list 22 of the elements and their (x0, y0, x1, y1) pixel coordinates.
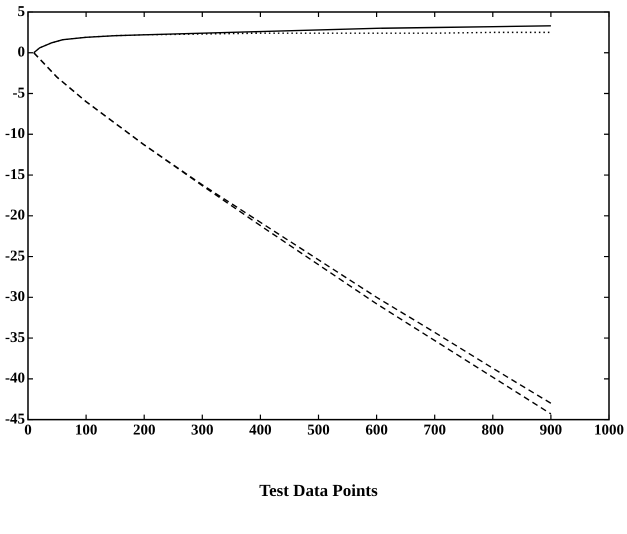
y-tick-label: 0 (17, 44, 25, 61)
x-tick-label: 800 (482, 422, 504, 438)
y-tick-label: -5 (12, 85, 25, 102)
y-tick-label: -20 (4, 208, 25, 224)
x-tick-label: 1000 (594, 422, 624, 438)
y-tick-label: -45 (4, 411, 25, 428)
y-tick-label: -35 (4, 330, 25, 346)
y-tick-label: -30 (4, 289, 25, 306)
y-tick-label: 5 (17, 4, 25, 20)
y-tick-label: -40 (4, 370, 25, 387)
y-tick-label: -10 (4, 126, 25, 142)
x-tick-label: 900 (540, 422, 562, 438)
x-tick-label: 500 (307, 422, 330, 438)
y-tick-label: -25 (4, 248, 25, 264)
x-tick-label: 300 (191, 422, 214, 438)
x-tick-label: 600 (365, 422, 388, 438)
x-tick-label: 700 (423, 422, 446, 438)
x-tick-label: 100 (74, 422, 98, 438)
y-tick-label: -15 (4, 166, 25, 183)
x-tick-label: 400 (249, 422, 272, 438)
x-tick-label: 200 (132, 422, 156, 438)
x-axis-title: Test Data Points (259, 481, 378, 500)
